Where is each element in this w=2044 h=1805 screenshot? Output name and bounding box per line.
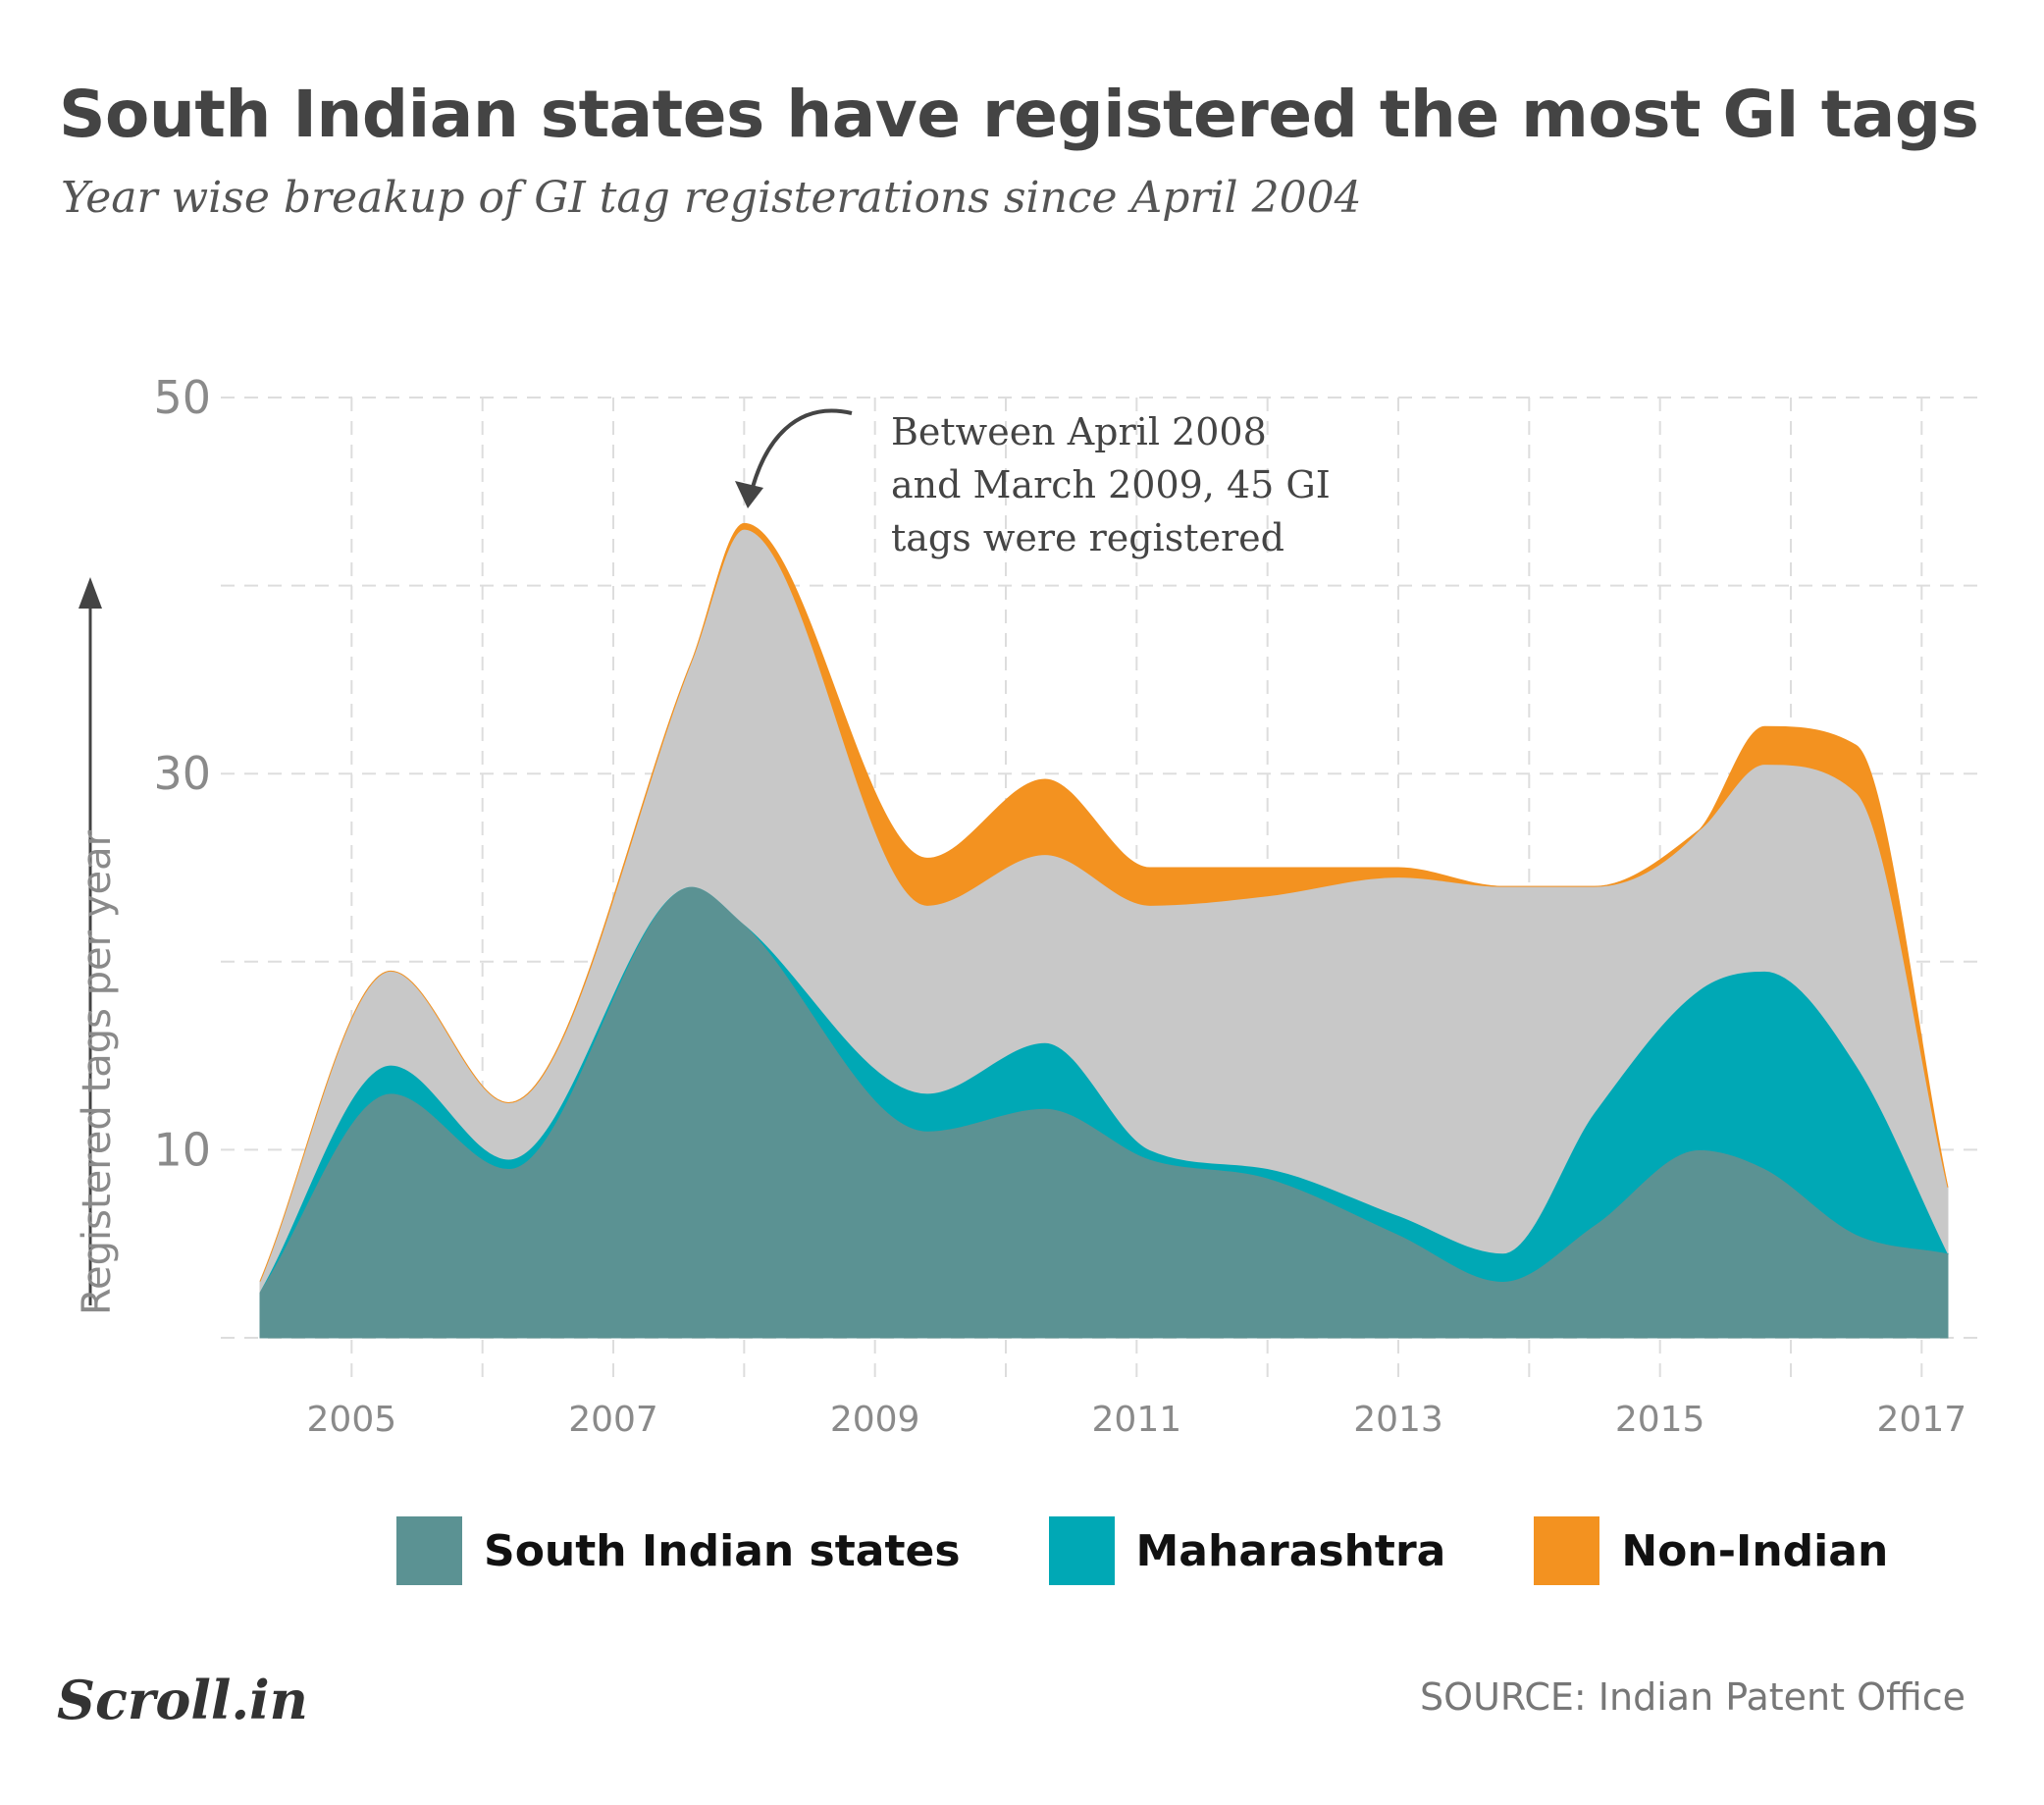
annotation-line-3: tags were registered <box>891 516 1284 559</box>
y-tick-label: 10 <box>153 1123 211 1176</box>
y-tick-label: 30 <box>153 747 211 800</box>
annotation-line-2: and March 2009, 45 GI <box>891 463 1331 506</box>
annotation: Between April 2008 and March 2009, 45 GI… <box>735 408 1331 559</box>
y-tick-label: 50 <box>153 371 211 424</box>
legend-label: Maharashtra <box>1135 1525 1446 1576</box>
legend-item-non-indian: Non-Indian <box>1534 1516 1888 1585</box>
curved-arrow-icon <box>748 408 853 500</box>
legend-swatch <box>396 1516 462 1585</box>
x-tick-label: 2009 <box>830 1400 920 1440</box>
x-tick-label: 2007 <box>568 1400 658 1440</box>
x-tick-label: 2011 <box>1092 1400 1182 1440</box>
legend-item-south-indian-states: South Indian states <box>396 1516 961 1585</box>
arrow-up-icon <box>79 577 102 609</box>
y-axis-title-group: Registered tags per year <box>75 577 120 1315</box>
legend-swatch <box>1048 1516 1115 1585</box>
y-axis-title: Registered tags per year <box>75 829 120 1315</box>
legend-swatch <box>1534 1516 1600 1585</box>
annotation-line-1: Between April 2008 <box>891 410 1267 453</box>
axis-labels: 10 30 50 2005 2007 2009 2011 2013 2015 2017 <box>153 371 1966 1440</box>
brand-logo: Scroll.in <box>57 1669 308 1731</box>
x-tick-label: 2017 <box>1877 1400 1967 1440</box>
legend-label: South Indian states <box>484 1525 961 1576</box>
x-tick-label: 2013 <box>1353 1400 1443 1440</box>
area-non-indian <box>259 522 1949 1282</box>
x-tick-label: 2015 <box>1615 1400 1705 1440</box>
chart-subtitle: Year wise breakup of GI tag registeratio… <box>61 173 1362 223</box>
legend: South Indian states Maharashtra Non-Indi… <box>396 1514 1976 1587</box>
stacked-areas <box>259 522 1949 1339</box>
chart-title: South Indian states have registered the … <box>59 77 1979 152</box>
legend-item-maharashtra: Maharashtra <box>1048 1516 1446 1585</box>
x-tick-label: 2005 <box>307 1400 397 1440</box>
arrow-head-icon <box>735 481 763 508</box>
legend-label: Non-Indian <box>1621 1525 1889 1576</box>
source-note: SOURCE: Indian Patent Office <box>1420 1675 1965 1719</box>
